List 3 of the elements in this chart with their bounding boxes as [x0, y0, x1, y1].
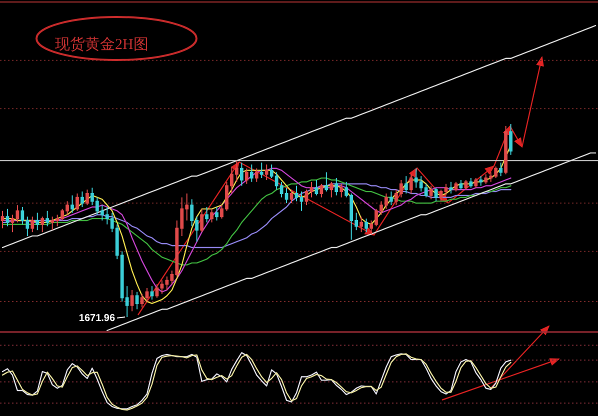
chart-title: 现货黄金2H图 — [55, 36, 148, 53]
annotation: 1671.96 — [78, 313, 116, 324]
title: 现货黄金2H图 — [36, 16, 198, 61]
